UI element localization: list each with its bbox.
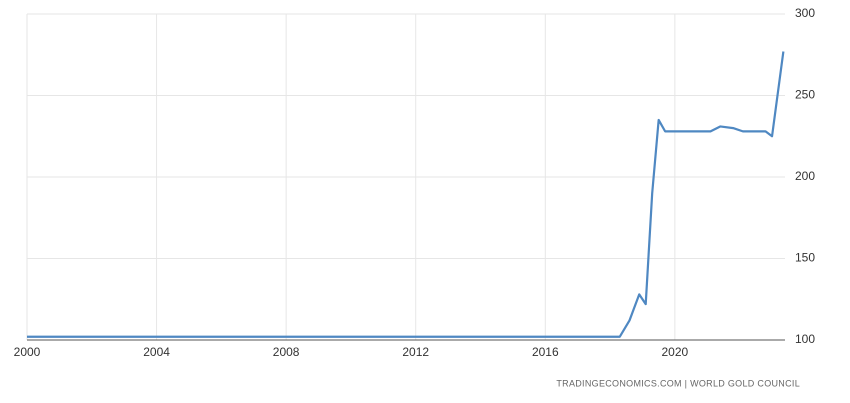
y-tick-label: 150 (795, 251, 815, 265)
x-tick-label: 2008 (273, 345, 300, 359)
x-tick-label: 2004 (143, 345, 170, 359)
data-line (27, 51, 785, 338)
x-tick-label: 2016 (532, 345, 559, 359)
x-tick-label: 2012 (402, 345, 429, 359)
y-tick-label: 300 (795, 6, 815, 20)
source-note: TRADINGECONOMICS.COM | WORLD GOLD COUNCI… (556, 378, 800, 388)
y-tick-label: 250 (795, 88, 815, 102)
y-tick-label: 200 (795, 169, 815, 183)
x-tick-label: 2000 (14, 345, 41, 359)
x-tick-label: 2020 (662, 345, 689, 359)
y-tick-label: 100 (795, 332, 815, 346)
